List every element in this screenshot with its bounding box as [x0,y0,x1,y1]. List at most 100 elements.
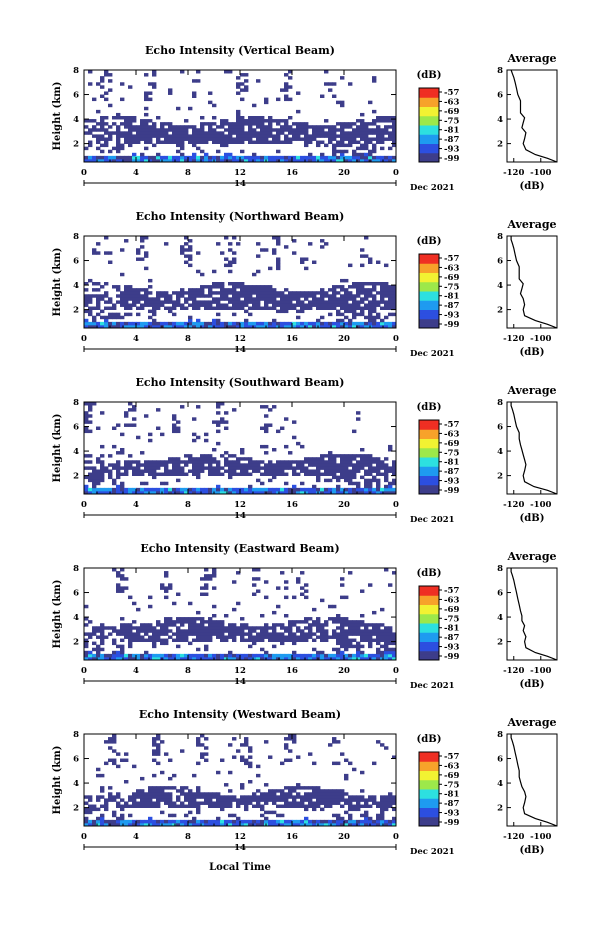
colorbar-swatch [419,466,439,470]
heatmap-cell [136,795,141,799]
heatmap-cell [160,155,165,160]
heatmap-cell [340,816,345,821]
heatmap-cell [384,490,389,495]
heatmap-cell [116,140,121,144]
heatmap-cell [288,819,293,824]
heatmap-cell [180,786,185,790]
heatmap-cell [356,417,361,421]
heatmap-cell [224,119,229,123]
heatmap-cell [164,242,169,246]
heatmap-cell [92,626,97,630]
heatmap-cell [312,761,317,766]
heatmap-cell [320,454,325,458]
heatmap-cell [296,783,301,787]
heatmap-cell [276,819,281,824]
heatmap-cell [108,740,113,744]
heatmap-cell [304,620,309,624]
heatmap-cell [112,285,117,289]
colorbar-swatch [419,420,439,424]
heatmap-cell [260,122,265,126]
heatmap-cell [176,321,181,326]
heatmap-cell [132,300,137,304]
heatmap-cell [252,140,257,144]
heatmap-cell [312,297,317,301]
heatmap-cell [244,324,249,329]
profile-x-tick-label: -100 [530,500,551,510]
heatmap-cell [180,306,185,310]
heatmap-cell [340,134,345,138]
heatmap-cell [84,297,89,301]
heatmap-cell [128,626,133,630]
heatmap-cell [280,819,285,824]
heatmap-cell [108,125,113,129]
heatmap-cell [160,300,165,304]
heatmap-cell [380,306,385,310]
heatmap-cell [388,638,393,642]
heatmap-cell [128,291,133,295]
colorbar-swatch [419,792,439,796]
heatmap-cell [332,617,337,621]
heatmap-cell [168,137,173,141]
heatmap-cell [340,294,345,298]
heatmap-cell [288,795,293,799]
heatmap-cell [276,131,281,135]
heatmap-cell [348,463,353,467]
heatmap-cell [284,638,289,642]
heatmap-cell [324,306,329,310]
heatmap-cell [244,490,249,495]
heatmap-cell [92,656,97,661]
heatmap-cell [316,629,321,633]
heatmap-cell [212,626,217,630]
x-tick-label: 20 [338,500,350,510]
heatmap-cell [88,405,93,409]
heatmap-cell [276,236,281,240]
heatmap-cell [380,822,385,827]
heatmap-cell [264,137,269,141]
profile-x-tick-label: -120 [503,832,524,842]
heatmap-cell [392,819,397,824]
heatmap-cell [140,463,145,467]
heatmap-cell [300,306,305,310]
heatmap-cell [244,623,249,627]
heatmap-cell [368,131,373,135]
heatmap-cell [228,629,233,633]
heatmap-cell [352,466,357,470]
y-tick-label: 6 [73,589,79,599]
y-tick-label: 2 [73,140,79,150]
heatmap-cell [208,574,213,578]
heatmap-cell [196,300,201,304]
colorbar-label: -87 [444,633,459,643]
heatmap-cell [372,321,377,326]
heatmap-cell [388,635,393,639]
heatmap-cell [100,297,105,301]
heatmap-cell [208,629,213,633]
heatmap-cell [136,632,141,636]
heatmap-cell [252,653,257,658]
heatmap-cell [136,137,141,141]
heatmap-cell [216,312,221,317]
heatmap-cell [276,239,281,243]
heatmap-cell [244,463,249,467]
heatmap-cell [156,460,161,464]
heatmap-cell [124,300,129,304]
heatmap-cell [340,583,345,587]
heatmap-cell [144,254,149,258]
heatmap-cell [260,285,265,289]
heatmap-cell [368,282,373,286]
heatmap-cell [272,819,277,824]
heatmap-cell [300,822,305,827]
heatmap-cell [112,629,117,633]
heatmap-cell [196,819,201,824]
heatmap-cell [128,408,133,412]
heatmap-cell [200,466,205,470]
heatmap-cell [344,466,349,470]
heatmap-cell [364,321,369,326]
heatmap-cell [228,454,233,458]
heatmap-cell [284,417,289,421]
heatmap-cell [264,472,269,476]
heatmap-cell [128,288,133,292]
heatmap-cell [380,798,385,802]
heatmap-cell [140,487,145,492]
heatmap-cell [200,755,205,759]
heatmap-cell [332,620,337,624]
